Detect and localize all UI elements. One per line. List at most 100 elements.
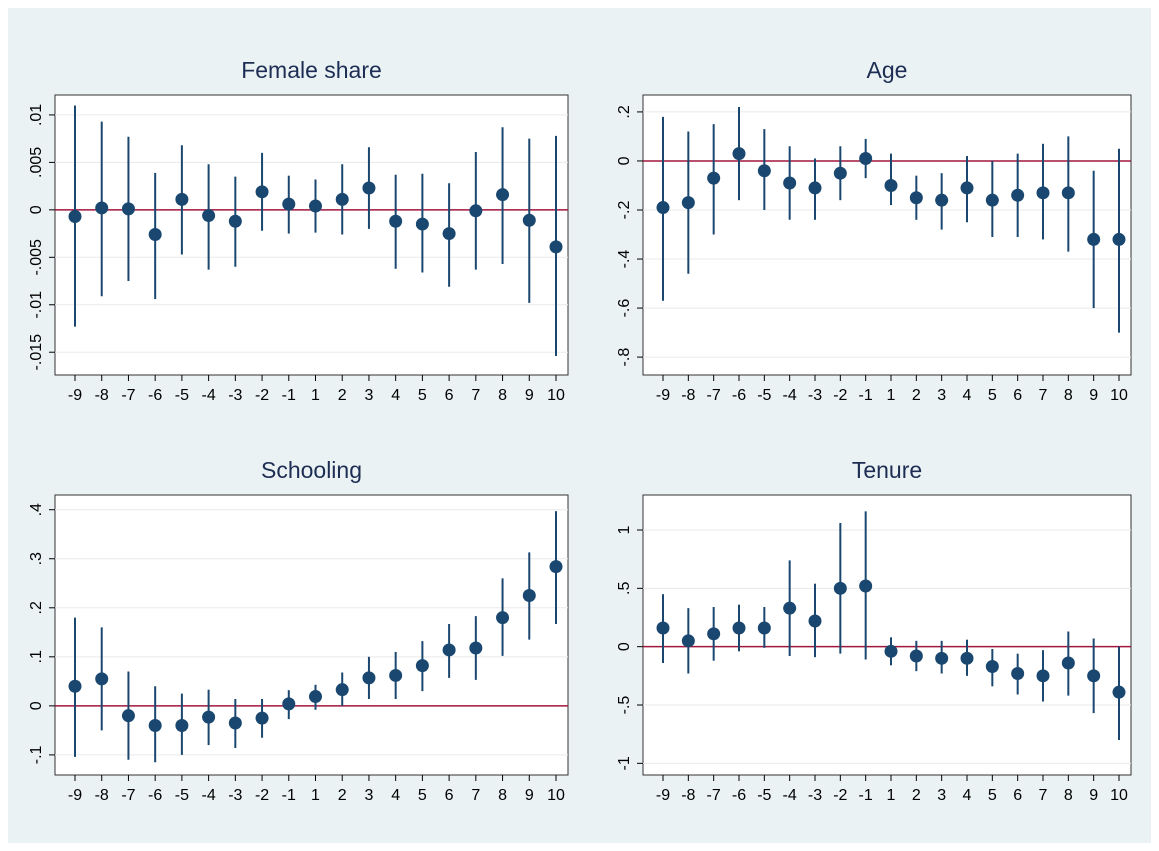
- x-tick-label: 4: [391, 787, 400, 804]
- point: [255, 185, 269, 199]
- point: [549, 560, 563, 574]
- point: [228, 214, 242, 228]
- point: [833, 166, 847, 180]
- x-tick-label: -6: [732, 387, 746, 404]
- point: [884, 644, 898, 658]
- x-tick-label: -6: [148, 787, 162, 804]
- point: [985, 660, 999, 673]
- x-tick-label: -9: [68, 787, 82, 804]
- point: [121, 709, 135, 723]
- y-tick-label: .2: [28, 601, 45, 614]
- point: [859, 579, 873, 593]
- x-tick-label: 3: [364, 387, 373, 404]
- point: [442, 227, 456, 241]
- point: [783, 176, 797, 190]
- x-tick-label: 10: [1110, 787, 1128, 804]
- y-tick-label: -1: [616, 756, 633, 770]
- y-tick-label: 1: [616, 525, 633, 534]
- x-tick-label: 8: [1064, 387, 1073, 404]
- x-tick-label: -8: [681, 387, 695, 404]
- y-tick-label: -.005: [28, 239, 45, 276]
- x-tick-label: -4: [783, 387, 797, 404]
- point: [469, 204, 483, 218]
- y-tick-label: .005: [28, 147, 45, 178]
- x-tick-label: -4: [783, 787, 797, 804]
- point: [1061, 186, 1075, 200]
- point: [909, 191, 923, 205]
- x-tick-label: 4: [963, 387, 972, 404]
- x-tick-label: -5: [175, 787, 189, 804]
- x-tick-label: 10: [547, 387, 565, 404]
- x-tick-label: 2: [912, 787, 921, 804]
- point: [415, 217, 429, 231]
- point: [1036, 669, 1050, 683]
- point: [681, 196, 695, 210]
- point: [442, 643, 456, 657]
- x-tick-label: -1: [859, 387, 873, 404]
- y-tick-label: 0: [28, 205, 45, 214]
- y-tick-label: 0: [616, 642, 633, 651]
- point: [175, 718, 189, 732]
- point: [681, 634, 695, 648]
- x-tick-label: -6: [148, 387, 162, 404]
- x-tick-label: 7: [1039, 387, 1048, 404]
- point: [1112, 232, 1126, 246]
- point: [808, 181, 822, 195]
- point: [1061, 656, 1075, 670]
- x-tick-label: -2: [255, 387, 269, 404]
- point: [202, 209, 216, 223]
- point: [732, 147, 746, 161]
- x-tick-label: 2: [338, 787, 347, 804]
- plot-area: [54, 94, 569, 376]
- point: [68, 679, 82, 693]
- x-tick-label: 9: [525, 787, 534, 804]
- x-tick-label: 8: [498, 787, 507, 804]
- y-tick-label: -.1: [28, 745, 45, 764]
- point: [469, 641, 483, 655]
- point: [549, 240, 563, 254]
- y-tick-label: -.015: [28, 334, 45, 371]
- x-tick-label: 10: [1110, 387, 1128, 404]
- y-tick-label: .1: [28, 650, 45, 663]
- x-tick-label: 6: [445, 387, 454, 404]
- point: [68, 209, 82, 223]
- x-tick-label: -8: [681, 787, 695, 804]
- x-tick-label: -9: [656, 387, 670, 404]
- point: [522, 589, 536, 603]
- point: [732, 621, 746, 635]
- point: [389, 214, 403, 228]
- x-tick-label: -4: [201, 387, 215, 404]
- x-tick-label: 7: [471, 787, 480, 804]
- x-tick-label: 9: [525, 387, 534, 404]
- x-tick-label: 4: [963, 787, 972, 804]
- point: [228, 716, 242, 730]
- x-tick-label: 1: [311, 387, 320, 404]
- chart-title: Schooling: [261, 457, 362, 483]
- x-tick-label: 3: [937, 787, 946, 804]
- y-tick-label: -.01: [28, 291, 45, 319]
- x-tick-label: 5: [988, 787, 997, 804]
- point: [1011, 188, 1025, 202]
- y-tick-label: -.4: [616, 250, 633, 269]
- y-tick-label: -.8: [616, 348, 633, 367]
- y-tick-label: .5: [616, 582, 633, 595]
- x-tick-label: -2: [833, 787, 847, 804]
- x-tick-label: 4: [391, 387, 400, 404]
- x-tick-label: -1: [859, 787, 873, 804]
- point: [783, 601, 797, 615]
- point: [309, 690, 322, 704]
- point: [985, 193, 999, 207]
- x-tick-label: 3: [937, 387, 946, 404]
- x-tick-label: -1: [282, 387, 296, 404]
- point: [757, 164, 771, 178]
- x-tick-label: 6: [1013, 787, 1022, 804]
- x-tick-label: -8: [95, 387, 109, 404]
- point: [362, 181, 376, 195]
- point: [656, 621, 670, 635]
- x-tick-label: 9: [1089, 787, 1098, 804]
- point: [859, 152, 873, 166]
- point: [960, 651, 974, 665]
- x-tick-label: 10: [547, 787, 565, 804]
- x-tick-label: 2: [912, 387, 921, 404]
- x-tick-label: -2: [255, 787, 269, 804]
